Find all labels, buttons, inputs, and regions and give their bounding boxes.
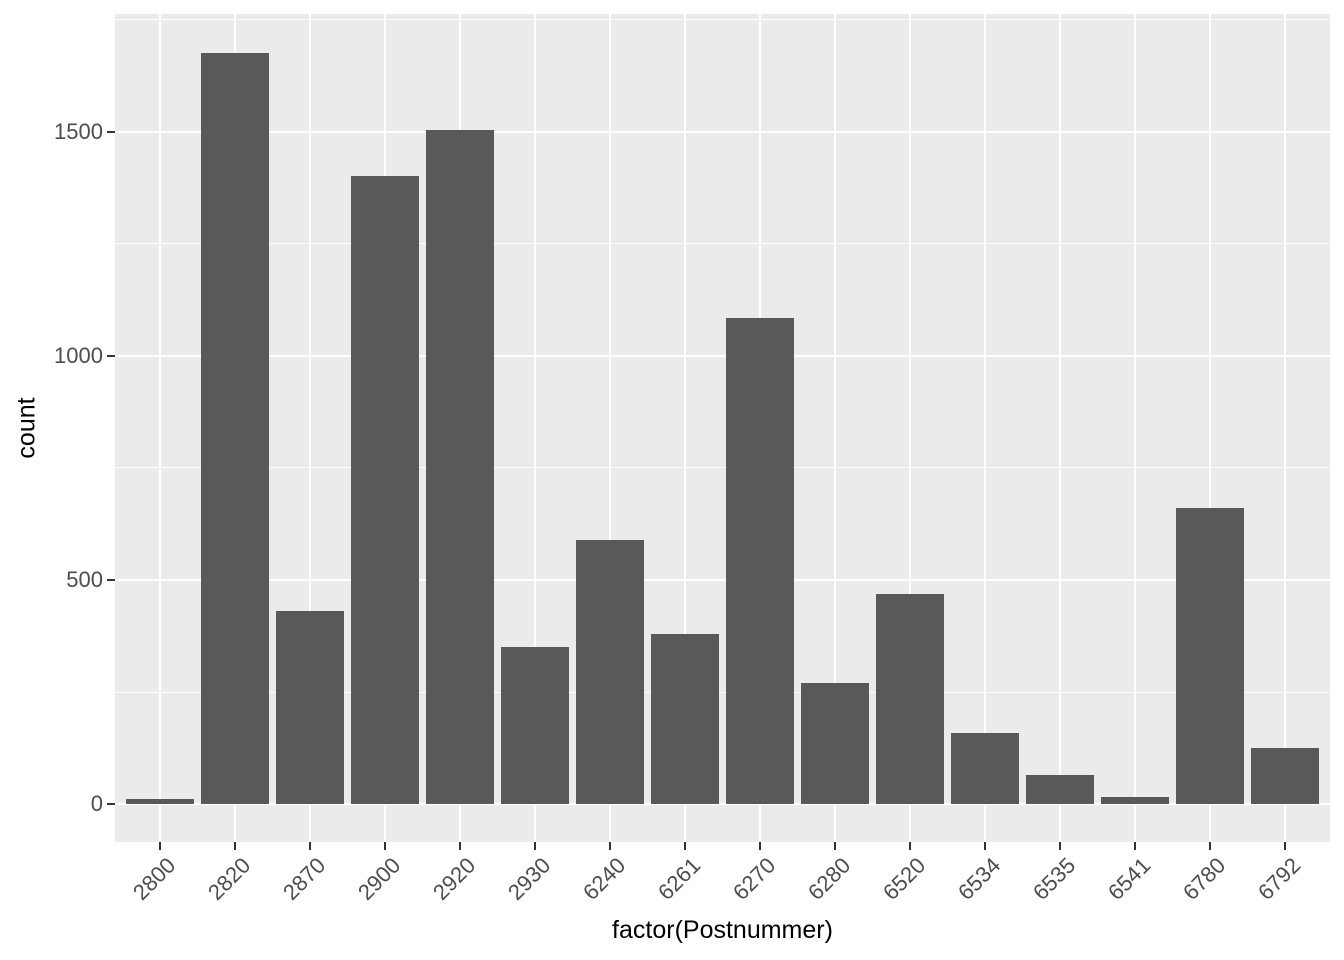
x-tick-mark-6280 <box>834 842 836 850</box>
x-tick-label-2820: 2820 <box>202 852 256 905</box>
bar-6240 <box>576 539 644 805</box>
gridline-major-500 <box>115 579 1330 582</box>
x-tick-mark-2800 <box>159 842 161 850</box>
bar-6261 <box>651 633 719 805</box>
bar-6780 <box>1176 508 1244 805</box>
bar-6534 <box>951 732 1019 805</box>
bar-2820 <box>201 53 269 805</box>
y-tick-label-0: 0 <box>90 791 103 817</box>
gridline-x-6541 <box>1134 14 1136 842</box>
gridline-minor-250 <box>115 691 1330 693</box>
gridline-x-6240 <box>609 14 611 842</box>
bar-2800 <box>126 798 194 805</box>
bar-2930 <box>501 647 569 805</box>
y-tick-label-1000: 1000 <box>54 342 103 368</box>
x-tick-label-2870: 2870 <box>277 852 331 905</box>
gridline-x-6535 <box>1059 14 1061 842</box>
gridline-minor-1750 <box>115 18 1330 20</box>
y-tick-mark-1500 <box>107 130 115 133</box>
y-tick-mark-0 <box>107 803 115 806</box>
bar-2870 <box>276 611 344 805</box>
x-tick-label-6280: 6280 <box>802 852 856 905</box>
gridline-major-0 <box>115 803 1330 806</box>
x-tick-mark-6240 <box>609 842 611 850</box>
gridline-x-6280 <box>834 14 836 842</box>
y-tick-label-1500: 1500 <box>54 118 103 144</box>
x-tick-label-6535: 6535 <box>1027 852 1081 905</box>
x-tick-label-2930: 2930 <box>502 852 556 905</box>
x-tick-label-6520: 6520 <box>877 852 931 905</box>
x-axis-title: factor(Postnummer) <box>612 916 833 944</box>
x-tick-label-6261: 6261 <box>652 852 706 905</box>
gridline-x-6792 <box>1284 14 1286 842</box>
x-tick-mark-2930 <box>534 842 536 850</box>
x-tick-label-2800: 2800 <box>127 852 181 905</box>
y-tick-label-500: 500 <box>66 567 103 593</box>
gridline-x-2800 <box>159 14 161 842</box>
x-tick-mark-2820 <box>234 842 236 850</box>
gridline-minor-1250 <box>115 243 1330 245</box>
x-tick-mark-6270 <box>759 842 761 850</box>
bar-2920 <box>426 130 494 805</box>
x-tick-label-6792: 6792 <box>1252 852 1306 905</box>
x-tick-mark-6261 <box>684 842 686 850</box>
x-tick-mark-6792 <box>1284 842 1286 850</box>
gridline-x-6534 <box>984 14 986 842</box>
gridline-x-6780 <box>1209 14 1211 842</box>
x-tick-mark-2920 <box>459 842 461 850</box>
bar-6541 <box>1101 796 1169 805</box>
x-tick-label-2900: 2900 <box>352 852 406 905</box>
y-tick-mark-500 <box>107 579 115 582</box>
x-tick-label-2920: 2920 <box>427 852 481 905</box>
gridline-major-1000 <box>115 354 1330 357</box>
x-tick-mark-6534 <box>984 842 986 850</box>
plot-panel <box>115 14 1330 842</box>
x-tick-label-6780: 6780 <box>1177 852 1231 905</box>
bar-6270 <box>726 317 794 805</box>
bar-6792 <box>1251 748 1319 805</box>
gridline-minor-750 <box>115 467 1330 469</box>
x-tick-mark-6780 <box>1209 842 1211 850</box>
bar-6280 <box>801 683 869 805</box>
x-tick-mark-6520 <box>909 842 911 850</box>
y-tick-mark-1000 <box>107 354 115 357</box>
gridline-x-6520 <box>909 14 911 842</box>
x-tick-mark-6541 <box>1134 842 1136 850</box>
bar-2900 <box>351 176 419 805</box>
x-tick-label-6240: 6240 <box>577 852 631 905</box>
y-axis-title: count <box>12 397 41 459</box>
x-tick-mark-2900 <box>384 842 386 850</box>
x-tick-label-6541: 6541 <box>1102 852 1156 905</box>
x-tick-label-6270: 6270 <box>727 852 781 905</box>
bar-6535 <box>1026 775 1094 805</box>
gridline-x-2930 <box>534 14 536 842</box>
gridline-x-6261 <box>684 14 686 842</box>
x-tick-mark-2870 <box>309 842 311 850</box>
gridline-x-2870 <box>309 14 311 842</box>
bar-6520 <box>876 593 944 805</box>
gridline-major-1500 <box>115 130 1330 133</box>
x-tick-mark-6535 <box>1059 842 1061 850</box>
x-tick-label-6534: 6534 <box>952 852 1006 905</box>
